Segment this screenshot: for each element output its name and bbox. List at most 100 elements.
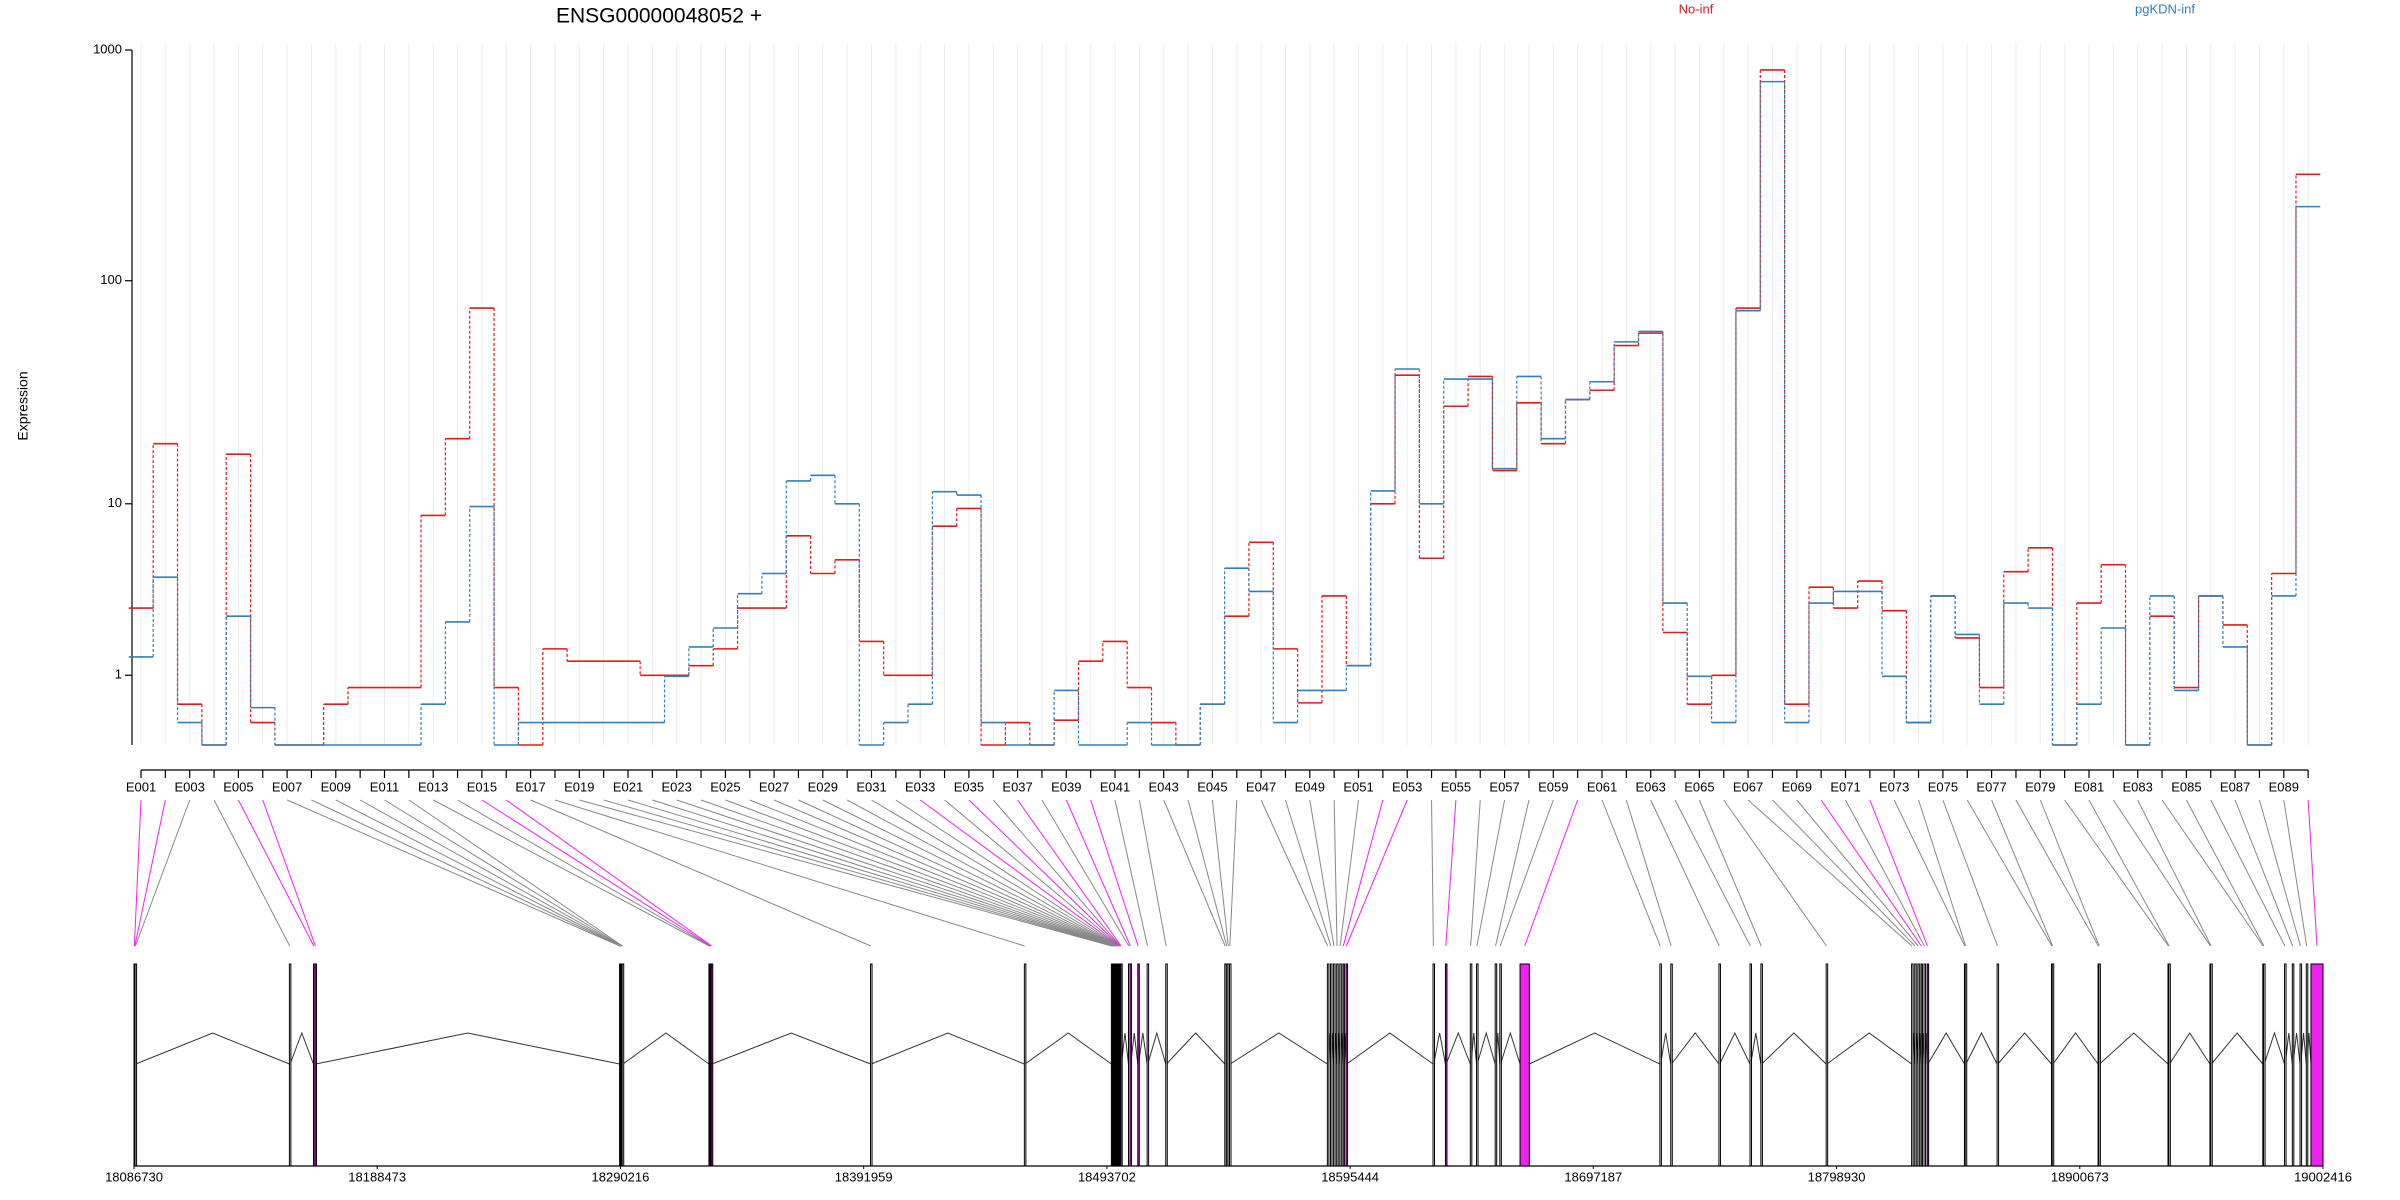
intron bbox=[1660, 1032, 1672, 1065]
exon-link bbox=[2039, 799, 2100, 947]
exon-link bbox=[579, 799, 1112, 947]
x-tick-label: E007 bbox=[272, 779, 302, 794]
intron bbox=[1500, 1031, 1521, 1065]
exon-link bbox=[505, 799, 712, 947]
exon-link bbox=[1991, 799, 2054, 947]
exon-link bbox=[1918, 799, 1967, 947]
intron bbox=[1166, 1032, 1226, 1065]
exon-link bbox=[1211, 799, 1229, 947]
x-tick-label: E035 bbox=[954, 779, 984, 794]
x-tick-label: E001 bbox=[126, 779, 156, 794]
exon-link bbox=[919, 799, 1120, 947]
exon-link bbox=[1339, 799, 1359, 947]
exon bbox=[1228, 963, 1232, 1167]
exon-link bbox=[1431, 799, 1434, 947]
exon-link bbox=[1893, 799, 1966, 947]
intron bbox=[1927, 1032, 1965, 1065]
exon-link bbox=[944, 799, 1120, 947]
intron bbox=[1476, 1031, 1496, 1065]
x-tick-label: E077 bbox=[1976, 779, 2006, 794]
exon bbox=[1444, 963, 1448, 1167]
intron bbox=[2263, 1031, 2286, 1065]
exon-link bbox=[1445, 799, 1457, 947]
intron bbox=[2052, 1032, 2099, 1065]
x-tick-label: E075 bbox=[1928, 779, 1958, 794]
x-tick-label: E065 bbox=[1684, 779, 1714, 794]
intron bbox=[2099, 1032, 2169, 1065]
exon-link bbox=[2112, 799, 2211, 947]
exon bbox=[1923, 963, 1927, 1167]
exon bbox=[1129, 963, 1133, 1167]
exon bbox=[710, 963, 714, 1167]
intron bbox=[1997, 1032, 2052, 1065]
intron bbox=[711, 1032, 871, 1065]
exon bbox=[1329, 963, 1333, 1167]
x-tick-label: E085 bbox=[2171, 779, 2201, 794]
intron bbox=[1147, 1031, 1167, 1065]
exon-link bbox=[134, 799, 166, 947]
exon-link bbox=[335, 799, 622, 947]
intron bbox=[2169, 1032, 2211, 1065]
exon-link bbox=[2283, 799, 2308, 947]
exon-link bbox=[1163, 799, 1226, 947]
x-tick-label: E087 bbox=[2220, 779, 2250, 794]
exon-link bbox=[2234, 799, 2294, 947]
exon bbox=[1336, 963, 1339, 1167]
exon bbox=[2310, 963, 2324, 1167]
x-tick-label: E081 bbox=[2074, 779, 2104, 794]
exon bbox=[1494, 963, 1498, 1167]
exon-link bbox=[1284, 799, 1332, 947]
genome-tick-label: 18188473 bbox=[348, 1169, 406, 1184]
x-tick-label: E069 bbox=[1782, 779, 1812, 794]
exon bbox=[2291, 963, 2295, 1167]
x-tick-label: E005 bbox=[223, 779, 253, 794]
exon-link bbox=[1966, 799, 2053, 947]
x-tick-label: E017 bbox=[515, 779, 545, 794]
intron bbox=[1750, 1032, 1762, 1065]
exon bbox=[621, 963, 625, 1167]
exon bbox=[2168, 963, 2171, 1167]
genome-tick-label: 18697187 bbox=[1564, 1169, 1622, 1184]
exon bbox=[1432, 963, 1436, 1167]
intron bbox=[1671, 1032, 1720, 1065]
exon bbox=[1469, 963, 1473, 1167]
exon bbox=[2305, 963, 2309, 1167]
exon-link bbox=[1499, 799, 1554, 947]
exon-link bbox=[1017, 799, 1122, 947]
intron bbox=[1024, 1032, 1112, 1065]
exon bbox=[1996, 963, 2000, 1167]
exon-link bbox=[133, 799, 142, 947]
exon bbox=[2299, 963, 2303, 1167]
exon-link bbox=[2064, 799, 2169, 947]
exon-link bbox=[603, 799, 1113, 947]
exon bbox=[314, 963, 318, 1167]
exon-link bbox=[554, 799, 1025, 947]
x-tick-label: E039 bbox=[1051, 779, 1081, 794]
x-tick-label: E071 bbox=[1830, 779, 1860, 794]
exon-link bbox=[1820, 799, 1922, 947]
x-tick-label: E083 bbox=[2123, 779, 2153, 794]
intron bbox=[1138, 1032, 1148, 1065]
exon bbox=[2284, 963, 2287, 1167]
exon-link bbox=[286, 799, 621, 947]
genome-tick-label: 18086730 bbox=[105, 1169, 163, 1184]
x-tick-label: E015 bbox=[467, 779, 497, 794]
exon bbox=[870, 963, 873, 1167]
exon-link bbox=[1625, 799, 1672, 947]
x-tick-label: E061 bbox=[1587, 779, 1617, 794]
x-tick-label: E025 bbox=[710, 779, 740, 794]
exon bbox=[1670, 963, 1673, 1167]
intron bbox=[135, 1032, 290, 1065]
y-tick-label: 10 bbox=[108, 495, 122, 510]
exon-link bbox=[1747, 799, 1913, 947]
exon-link bbox=[992, 799, 1121, 947]
x-tick-label: E043 bbox=[1149, 779, 1179, 794]
x-tick-label: E009 bbox=[321, 779, 351, 794]
exon bbox=[2210, 963, 2213, 1167]
exon-link bbox=[749, 799, 1116, 947]
intron bbox=[1346, 1032, 1434, 1065]
exon-link bbox=[652, 799, 1114, 947]
exon-link bbox=[1333, 799, 1338, 947]
exon-link bbox=[1796, 799, 1919, 947]
